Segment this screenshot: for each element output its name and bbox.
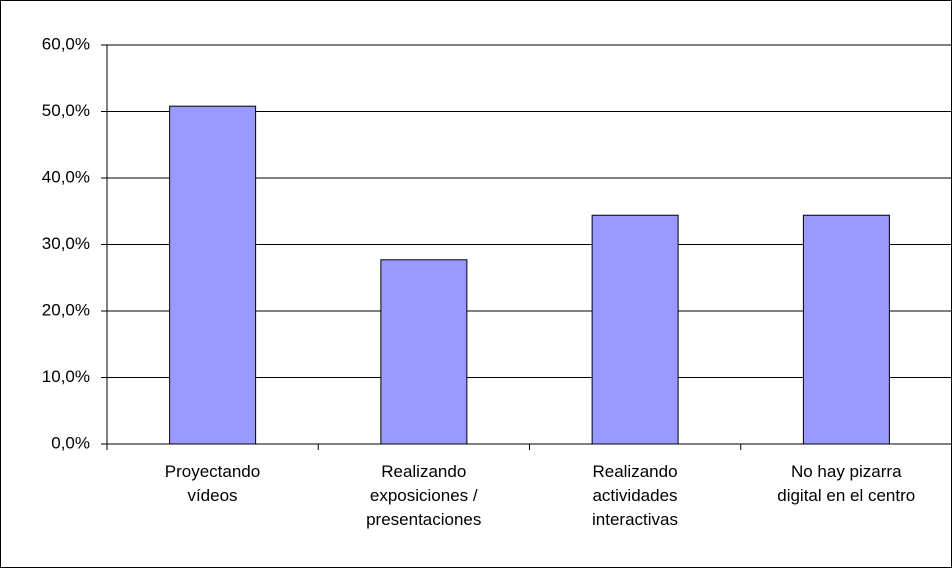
x-tick-label: Realizando actividades interactivas	[592, 462, 678, 529]
bar	[169, 105, 257, 445]
y-tick-label: 60,0%	[42, 34, 90, 53]
x-tick-label: No hay pizarra digital en el centro	[777, 462, 916, 505]
y-tick-label: 0,0%	[51, 433, 90, 452]
y-tick-label: 20,0%	[42, 300, 90, 319]
bar	[802, 214, 890, 445]
y-tick-label: 50,0%	[42, 101, 90, 120]
x-tick-label: Realizando exposiciones / presentaciones	[366, 462, 482, 529]
bar	[380, 259, 468, 445]
x-tick-label: Proyectando vídeos	[164, 462, 261, 505]
y-tick-label: 30,0%	[42, 234, 90, 253]
y-tick-label: 10,0%	[42, 367, 90, 386]
bar	[591, 214, 679, 445]
y-tick-label: 40,0%	[42, 167, 90, 186]
